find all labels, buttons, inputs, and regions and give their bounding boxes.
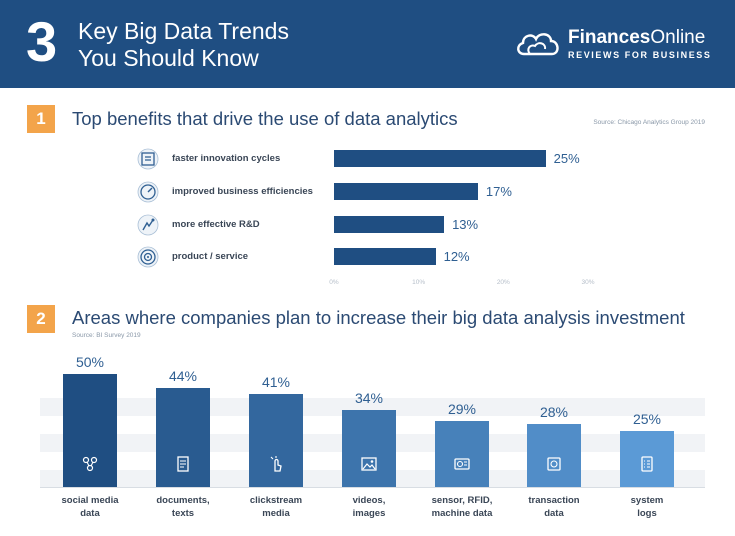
investment-label-line: media bbox=[262, 508, 290, 519]
investment-value: 50% bbox=[75, 354, 105, 370]
section-2-source: Source: BI Survey 2019 bbox=[72, 332, 141, 339]
sensor-icon bbox=[454, 458, 470, 470]
image-icon bbox=[361, 457, 377, 471]
investment-label-line: social media bbox=[61, 495, 119, 506]
title-line-2: You Should Know bbox=[78, 45, 259, 71]
investment-bar bbox=[342, 410, 396, 487]
section-2-title: Areas where companies plan to increase t… bbox=[72, 307, 685, 328]
axis-tick-label: 20% bbox=[496, 279, 510, 286]
investment-label-line: machine data bbox=[431, 508, 493, 519]
benefit-bar bbox=[334, 183, 478, 200]
research-icon bbox=[137, 214, 159, 236]
section-1-source: Source: Chicago Analytics Group 2019 bbox=[593, 119, 705, 126]
cloud-logo-icon bbox=[517, 33, 559, 56]
click-icon bbox=[270, 456, 282, 472]
investment-value: 34% bbox=[354, 390, 384, 407]
section-1-title: Top benefits that drive the use of data … bbox=[72, 108, 458, 129]
investment-label: sensor, RFID, machine data bbox=[417, 494, 507, 520]
investment-label-line: data bbox=[80, 508, 100, 519]
brand-name-bold: Finances bbox=[568, 27, 651, 48]
investment-label-line: data bbox=[544, 508, 564, 519]
brand-name-light: Online bbox=[650, 27, 706, 48]
investment-label-line: logs bbox=[637, 508, 657, 519]
investment-label: social media data bbox=[45, 494, 135, 520]
investment-value: 25% bbox=[632, 410, 662, 427]
header-banner: 3 Key Big Data Trends You Should Know Fi… bbox=[0, 0, 735, 88]
benefit-bar bbox=[334, 150, 546, 167]
investment-label-line: sensor, RFID, bbox=[431, 495, 493, 506]
log-icon bbox=[641, 456, 653, 472]
title-line-1: Key Big Data Trends bbox=[78, 18, 289, 44]
investment-bar bbox=[527, 423, 581, 487]
investment-label-line: transaction bbox=[528, 495, 580, 506]
benefit-value: 17% bbox=[485, 184, 512, 199]
money-icon bbox=[547, 457, 561, 471]
header-number: 3 bbox=[26, 10, 58, 73]
social-media-icon bbox=[82, 456, 98, 472]
gauge-icon bbox=[137, 181, 159, 203]
page-title: Key Big Data Trends You Should Know bbox=[78, 18, 289, 72]
benefit-label: more effective R&D bbox=[172, 219, 260, 230]
investment-label-line: texts bbox=[171, 508, 195, 519]
investment-bar bbox=[435, 421, 489, 487]
investment-label-line: clickstream bbox=[249, 495, 303, 506]
benefit-value: 12% bbox=[443, 249, 470, 264]
investment-label: system logs bbox=[602, 494, 692, 520]
investment-value: 28% bbox=[539, 403, 569, 420]
benefit-value: 25% bbox=[553, 151, 580, 166]
investment-label-line: documents, bbox=[156, 495, 210, 506]
brand-tagline: REVIEWS FOR BUSINESS bbox=[568, 50, 712, 60]
chart-baseline bbox=[40, 487, 705, 488]
investment-bar bbox=[63, 374, 117, 487]
axis-tick-label: 30% bbox=[581, 279, 595, 286]
cycle-icon bbox=[137, 148, 159, 170]
benefit-label: product / service bbox=[172, 251, 249, 262]
benefit-value: 13% bbox=[452, 217, 479, 232]
investment-label-line: images bbox=[352, 508, 386, 519]
document-icon bbox=[177, 456, 189, 472]
investment-label: documents, texts bbox=[138, 494, 228, 520]
investment-bar bbox=[249, 394, 303, 487]
benefit-label: improved business efficiencies bbox=[172, 186, 313, 197]
section-1-number: 1 bbox=[27, 105, 55, 133]
investment-value: 29% bbox=[447, 401, 477, 418]
investment-label: clickstream media bbox=[231, 494, 321, 520]
target-icon bbox=[137, 246, 159, 268]
brand-name: FinancesOnline bbox=[568, 27, 705, 49]
axis-tick-label: 10% bbox=[412, 279, 426, 286]
investment-label: transaction data bbox=[509, 494, 599, 520]
benefit-label: faster innovation cycles bbox=[172, 153, 281, 164]
benefit-bar bbox=[334, 216, 445, 233]
investment-value: 41% bbox=[261, 374, 291, 391]
investment-label-line: videos, bbox=[352, 495, 386, 506]
investment-bar bbox=[620, 430, 674, 487]
benefit-bar bbox=[334, 248, 436, 265]
investment-value: 44% bbox=[168, 367, 198, 384]
axis-tick-label: 0% bbox=[329, 279, 339, 286]
section-2-number: 2 bbox=[27, 305, 55, 333]
investment-label: videos, images bbox=[324, 494, 414, 520]
investment-label-line: system bbox=[630, 495, 664, 506]
